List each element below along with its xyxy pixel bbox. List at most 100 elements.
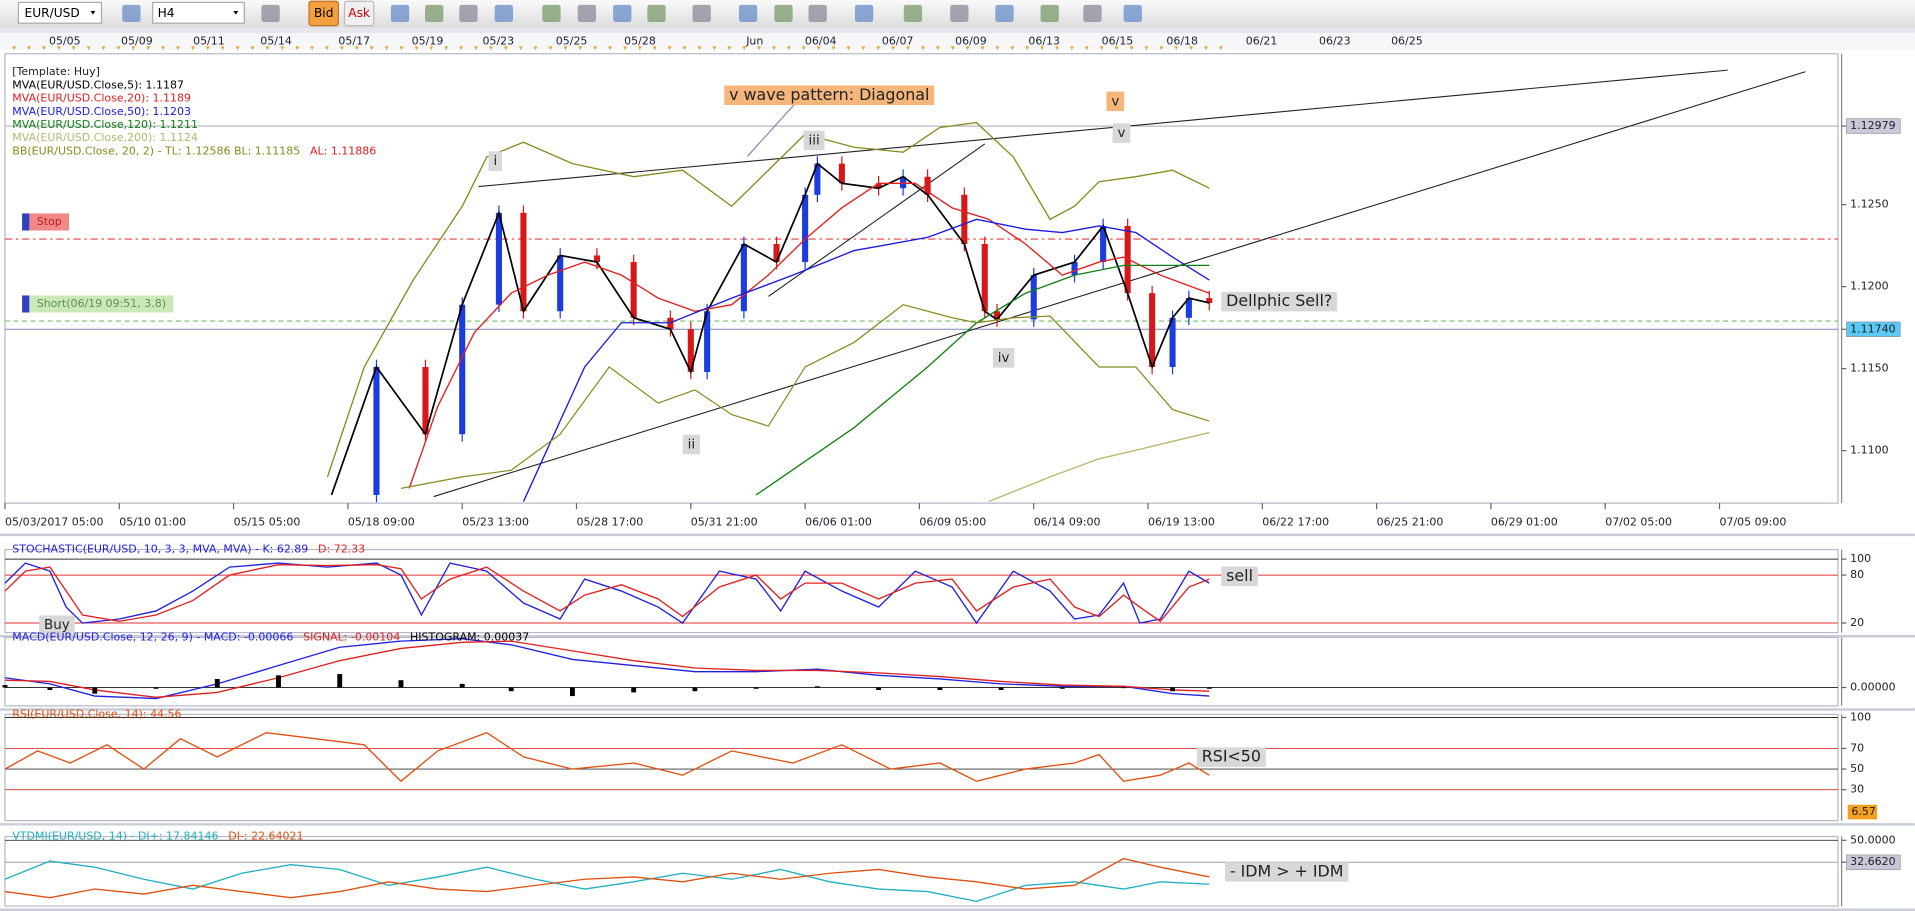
date-label: 05/28 bbox=[624, 35, 656, 48]
histogram-bar bbox=[631, 687, 637, 693]
date-label: 05/25 bbox=[556, 35, 588, 48]
histogram-bar bbox=[459, 683, 465, 688]
timeframe-select[interactable] bbox=[152, 1, 245, 24]
toolbar-icon[interactable] bbox=[995, 4, 1014, 22]
date-label: 06/13 bbox=[1028, 35, 1060, 48]
histogram-bar bbox=[214, 678, 220, 688]
date-marker bbox=[936, 46, 940, 51]
toolbar-icon[interactable] bbox=[390, 4, 410, 22]
toolbar-icon[interactable] bbox=[950, 4, 969, 22]
annotation-box bbox=[488, 151, 503, 171]
annotation: sell bbox=[1226, 566, 1253, 585]
date-marker bbox=[1159, 46, 1164, 51]
date-marker bbox=[548, 46, 553, 51]
date-marker bbox=[533, 46, 538, 51]
date-marker bbox=[1114, 46, 1119, 51]
x-tick-label: 06/06 01:00 bbox=[805, 516, 872, 529]
histogram-bar bbox=[1059, 687, 1065, 689]
bid-button[interactable] bbox=[308, 0, 339, 27]
date-label: 06/18 bbox=[1166, 35, 1198, 48]
toolbar-icon[interactable] bbox=[425, 4, 444, 22]
panel bbox=[4, 713, 1839, 822]
symbol-select[interactable] bbox=[17, 1, 103, 24]
panel bbox=[4, 636, 1839, 707]
toolbar-icon[interactable] bbox=[774, 4, 793, 22]
toolbar-icon[interactable] bbox=[647, 4, 666, 22]
date-marker bbox=[161, 46, 165, 51]
date-marker bbox=[1084, 46, 1089, 51]
date-label: 05/09 bbox=[121, 35, 153, 48]
legend-name: MVA(EUR/USD.Close,120): 1.1211 bbox=[12, 118, 198, 131]
date-marker bbox=[116, 46, 121, 51]
candle bbox=[1071, 262, 1078, 276]
histogram-bar bbox=[937, 687, 943, 690]
candle bbox=[1185, 298, 1192, 318]
legend-extra: AL: 1.11886 bbox=[310, 144, 376, 157]
x-tick-label: 06/29 01:00 bbox=[1491, 516, 1558, 529]
toolbar-icon[interactable] bbox=[494, 4, 513, 22]
date-marker bbox=[1174, 46, 1179, 51]
date-marker bbox=[891, 46, 895, 51]
date-marker bbox=[1189, 46, 1193, 51]
date-label: 05/17 bbox=[338, 35, 370, 48]
histogram-bar bbox=[47, 687, 53, 690]
series-line bbox=[4, 640, 1210, 698]
toolbar-icon[interactable] bbox=[613, 4, 632, 22]
annotation: Buy bbox=[44, 618, 70, 633]
date-marker bbox=[57, 46, 61, 51]
candle bbox=[981, 243, 988, 312]
legend-entry: MVA(EUR/USD.Close,5): 1.1187 bbox=[12, 78, 184, 91]
ask-button[interactable] bbox=[343, 0, 375, 27]
date-marker bbox=[950, 46, 955, 51]
annotation: iii bbox=[809, 133, 820, 148]
x-tick-label: 06/22 17:00 bbox=[1262, 516, 1329, 529]
toolbar-icon[interactable] bbox=[542, 4, 561, 22]
date-marker bbox=[86, 46, 91, 51]
series-line bbox=[4, 857, 1210, 899]
toolbar-icon[interactable] bbox=[808, 4, 827, 22]
annotation-box bbox=[682, 434, 700, 455]
toolbar-icon[interactable] bbox=[738, 4, 758, 22]
annotation: iv bbox=[998, 351, 1010, 366]
legend-name: SIGNAL: -0.00104 bbox=[303, 630, 400, 643]
histogram-bar bbox=[1170, 687, 1175, 692]
bid: Bid bbox=[314, 6, 334, 20]
price-box bbox=[1846, 321, 1901, 337]
candle bbox=[740, 243, 747, 312]
annotation: i bbox=[493, 154, 497, 169]
date-marker bbox=[340, 46, 344, 51]
annotation-box bbox=[39, 615, 75, 636]
y-tick-label: 1.1150 bbox=[1850, 362, 1888, 375]
histogram-bar bbox=[876, 687, 882, 690]
toolbar-icon[interactable] bbox=[577, 4, 597, 22]
toolbar-icon[interactable] bbox=[459, 4, 478, 22]
date-marker bbox=[712, 46, 717, 51]
date-marker bbox=[697, 46, 702, 51]
x-tick-label: 06/09 05:00 bbox=[919, 516, 986, 529]
legend-entry: MVA(EUR/USD.Close,20): 1.1189 bbox=[12, 92, 191, 105]
legend-name: VTDMI(EUR/USD, 14) - DI+: 17.84146 bbox=[12, 830, 218, 843]
series-line bbox=[4, 638, 1210, 700]
date-marker bbox=[1099, 46, 1104, 51]
toolbar-icon[interactable] bbox=[1040, 4, 1059, 22]
annotation-box bbox=[1112, 123, 1131, 143]
date-label: 06/04 bbox=[805, 35, 837, 48]
candle bbox=[961, 194, 968, 244]
y-tick-label: 70 bbox=[1850, 741, 1864, 754]
toolbar-icon[interactable] bbox=[122, 4, 141, 22]
date-marker bbox=[459, 46, 463, 51]
candle bbox=[459, 304, 466, 435]
toolbar-icon[interactable] bbox=[854, 4, 874, 22]
series-line bbox=[755, 264, 1210, 496]
level-label: Short(06/19 09:51, 3.8) bbox=[37, 297, 166, 310]
toolbar-icon[interactable] bbox=[903, 4, 923, 22]
y-tick-label: 32.6620 bbox=[1850, 855, 1895, 868]
candle bbox=[875, 183, 882, 189]
toolbar-icon[interactable] bbox=[1123, 4, 1142, 22]
toolbar-icon[interactable] bbox=[1083, 4, 1102, 22]
date-marker bbox=[980, 46, 985, 51]
y-tick-label: 30 bbox=[1850, 783, 1864, 796]
y-tick-label: 1.11740 bbox=[1850, 322, 1895, 335]
toolbar-icon[interactable] bbox=[261, 4, 280, 22]
toolbar-icon[interactable] bbox=[692, 4, 711, 22]
